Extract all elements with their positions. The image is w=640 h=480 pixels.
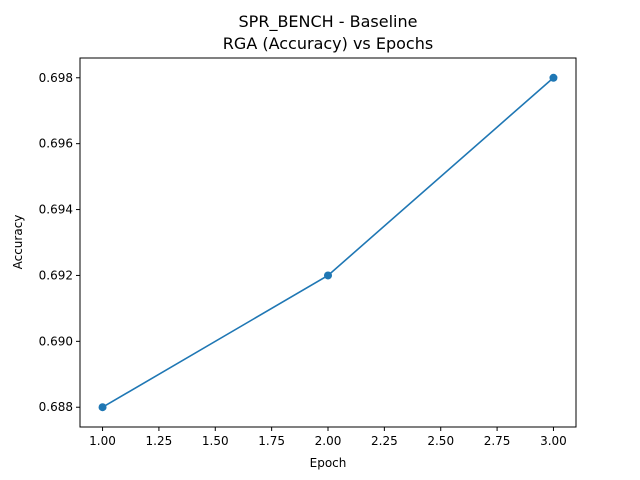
y-tick-label: 0.692	[39, 268, 73, 282]
chart-title: SPR_BENCH - Baseline	[239, 12, 418, 32]
y-axis-label: Accuracy	[11, 215, 25, 270]
x-axis-label: Epoch	[310, 456, 347, 470]
data-point	[98, 403, 107, 412]
x-tick-label: 1.00	[89, 434, 116, 448]
series-layer	[98, 73, 558, 412]
y-tick-label: 0.688	[39, 400, 73, 414]
x-tick-label: 3.00	[540, 434, 567, 448]
y-tick-label: 0.690	[39, 334, 73, 348]
x-tick-label: 2.00	[315, 434, 342, 448]
x-tick-label: 2.75	[484, 434, 511, 448]
x-tick-label: 1.25	[146, 434, 173, 448]
data-point	[324, 271, 332, 280]
y-tick-label: 0.698	[39, 71, 73, 85]
y-tick-label: 0.694	[39, 203, 73, 217]
chart-subtitle: RGA (Accuracy) vs Epochs	[223, 34, 433, 53]
plot-frame	[79, 57, 577, 428]
x-tick-label: 2.50	[427, 434, 454, 448]
x-tick-label: 1.75	[258, 434, 285, 448]
ticks-layer: 1.00 1.25 1.50 1.75 2.00 2.25 2.50 2.75 3.00 0.68…	[39, 71, 567, 448]
data-point	[549, 73, 558, 82]
x-tick-label: 2.25	[371, 434, 398, 448]
x-tick-label: 1.50	[202, 434, 229, 448]
y-tick-label: 0.696	[39, 137, 73, 151]
